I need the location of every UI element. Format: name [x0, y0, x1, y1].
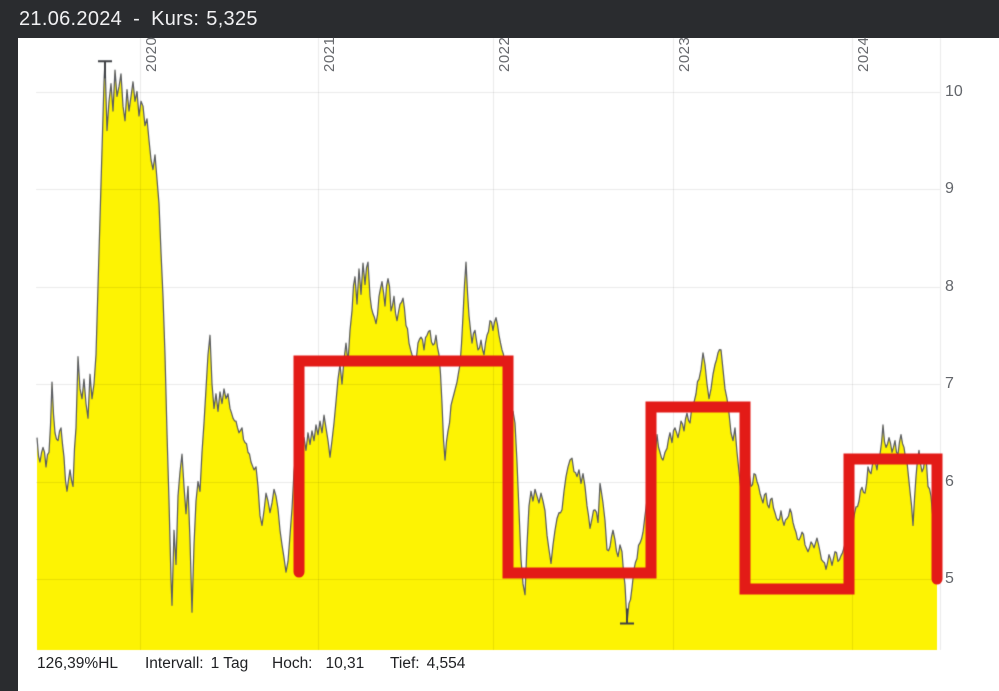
low-label: Tief: — [390, 655, 420, 672]
interval-value: 1 Tag — [210, 655, 249, 672]
high-stat: Hoch: 10,31 — [272, 655, 364, 673]
title-bar: 21.06.2024 - Kurs: 5,325 — [0, 0, 999, 38]
x-axis-tick-2020: 2020 — [143, 36, 160, 72]
x-axis-tick-2022: 2022 — [496, 36, 513, 72]
kurs-value: 5,325 — [206, 7, 258, 30]
y-axis-tick-5: 5 — [945, 570, 954, 587]
high-label: Hoch: — [272, 655, 313, 672]
x-axis-tick-2024: 2024 — [855, 36, 872, 72]
y-axis-tick-8: 8 — [945, 277, 954, 295]
date-label: 21.06.2024 — [19, 7, 123, 30]
status-bar: 126,39%HL Intervall: 1 Tag Hoch: 10,31 Tie… — [0, 655, 999, 679]
y-axis-tick-9: 9 — [945, 180, 954, 197]
x-axis-tick-2023: 2023 — [676, 36, 693, 72]
interval-stat: Intervall: 1 Tag — [145, 655, 248, 673]
y-axis-tick-7: 7 — [945, 375, 954, 392]
high-value: 10,31 — [325, 655, 365, 672]
x-axis-tick-2021: 2021 — [321, 36, 338, 72]
y-axis-tick-6: 6 — [945, 472, 954, 490]
interval-label: Intervall: — [145, 655, 204, 672]
range-percent: 126,39%HL — [37, 655, 119, 672]
y-axis-tick-10: 10 — [945, 82, 963, 100]
separator-dash: - — [133, 7, 141, 30]
kurs-label: Kurs: — [151, 7, 200, 30]
low-stat: Tief: 4,554 — [390, 655, 465, 673]
low-value: 4,554 — [426, 655, 466, 672]
